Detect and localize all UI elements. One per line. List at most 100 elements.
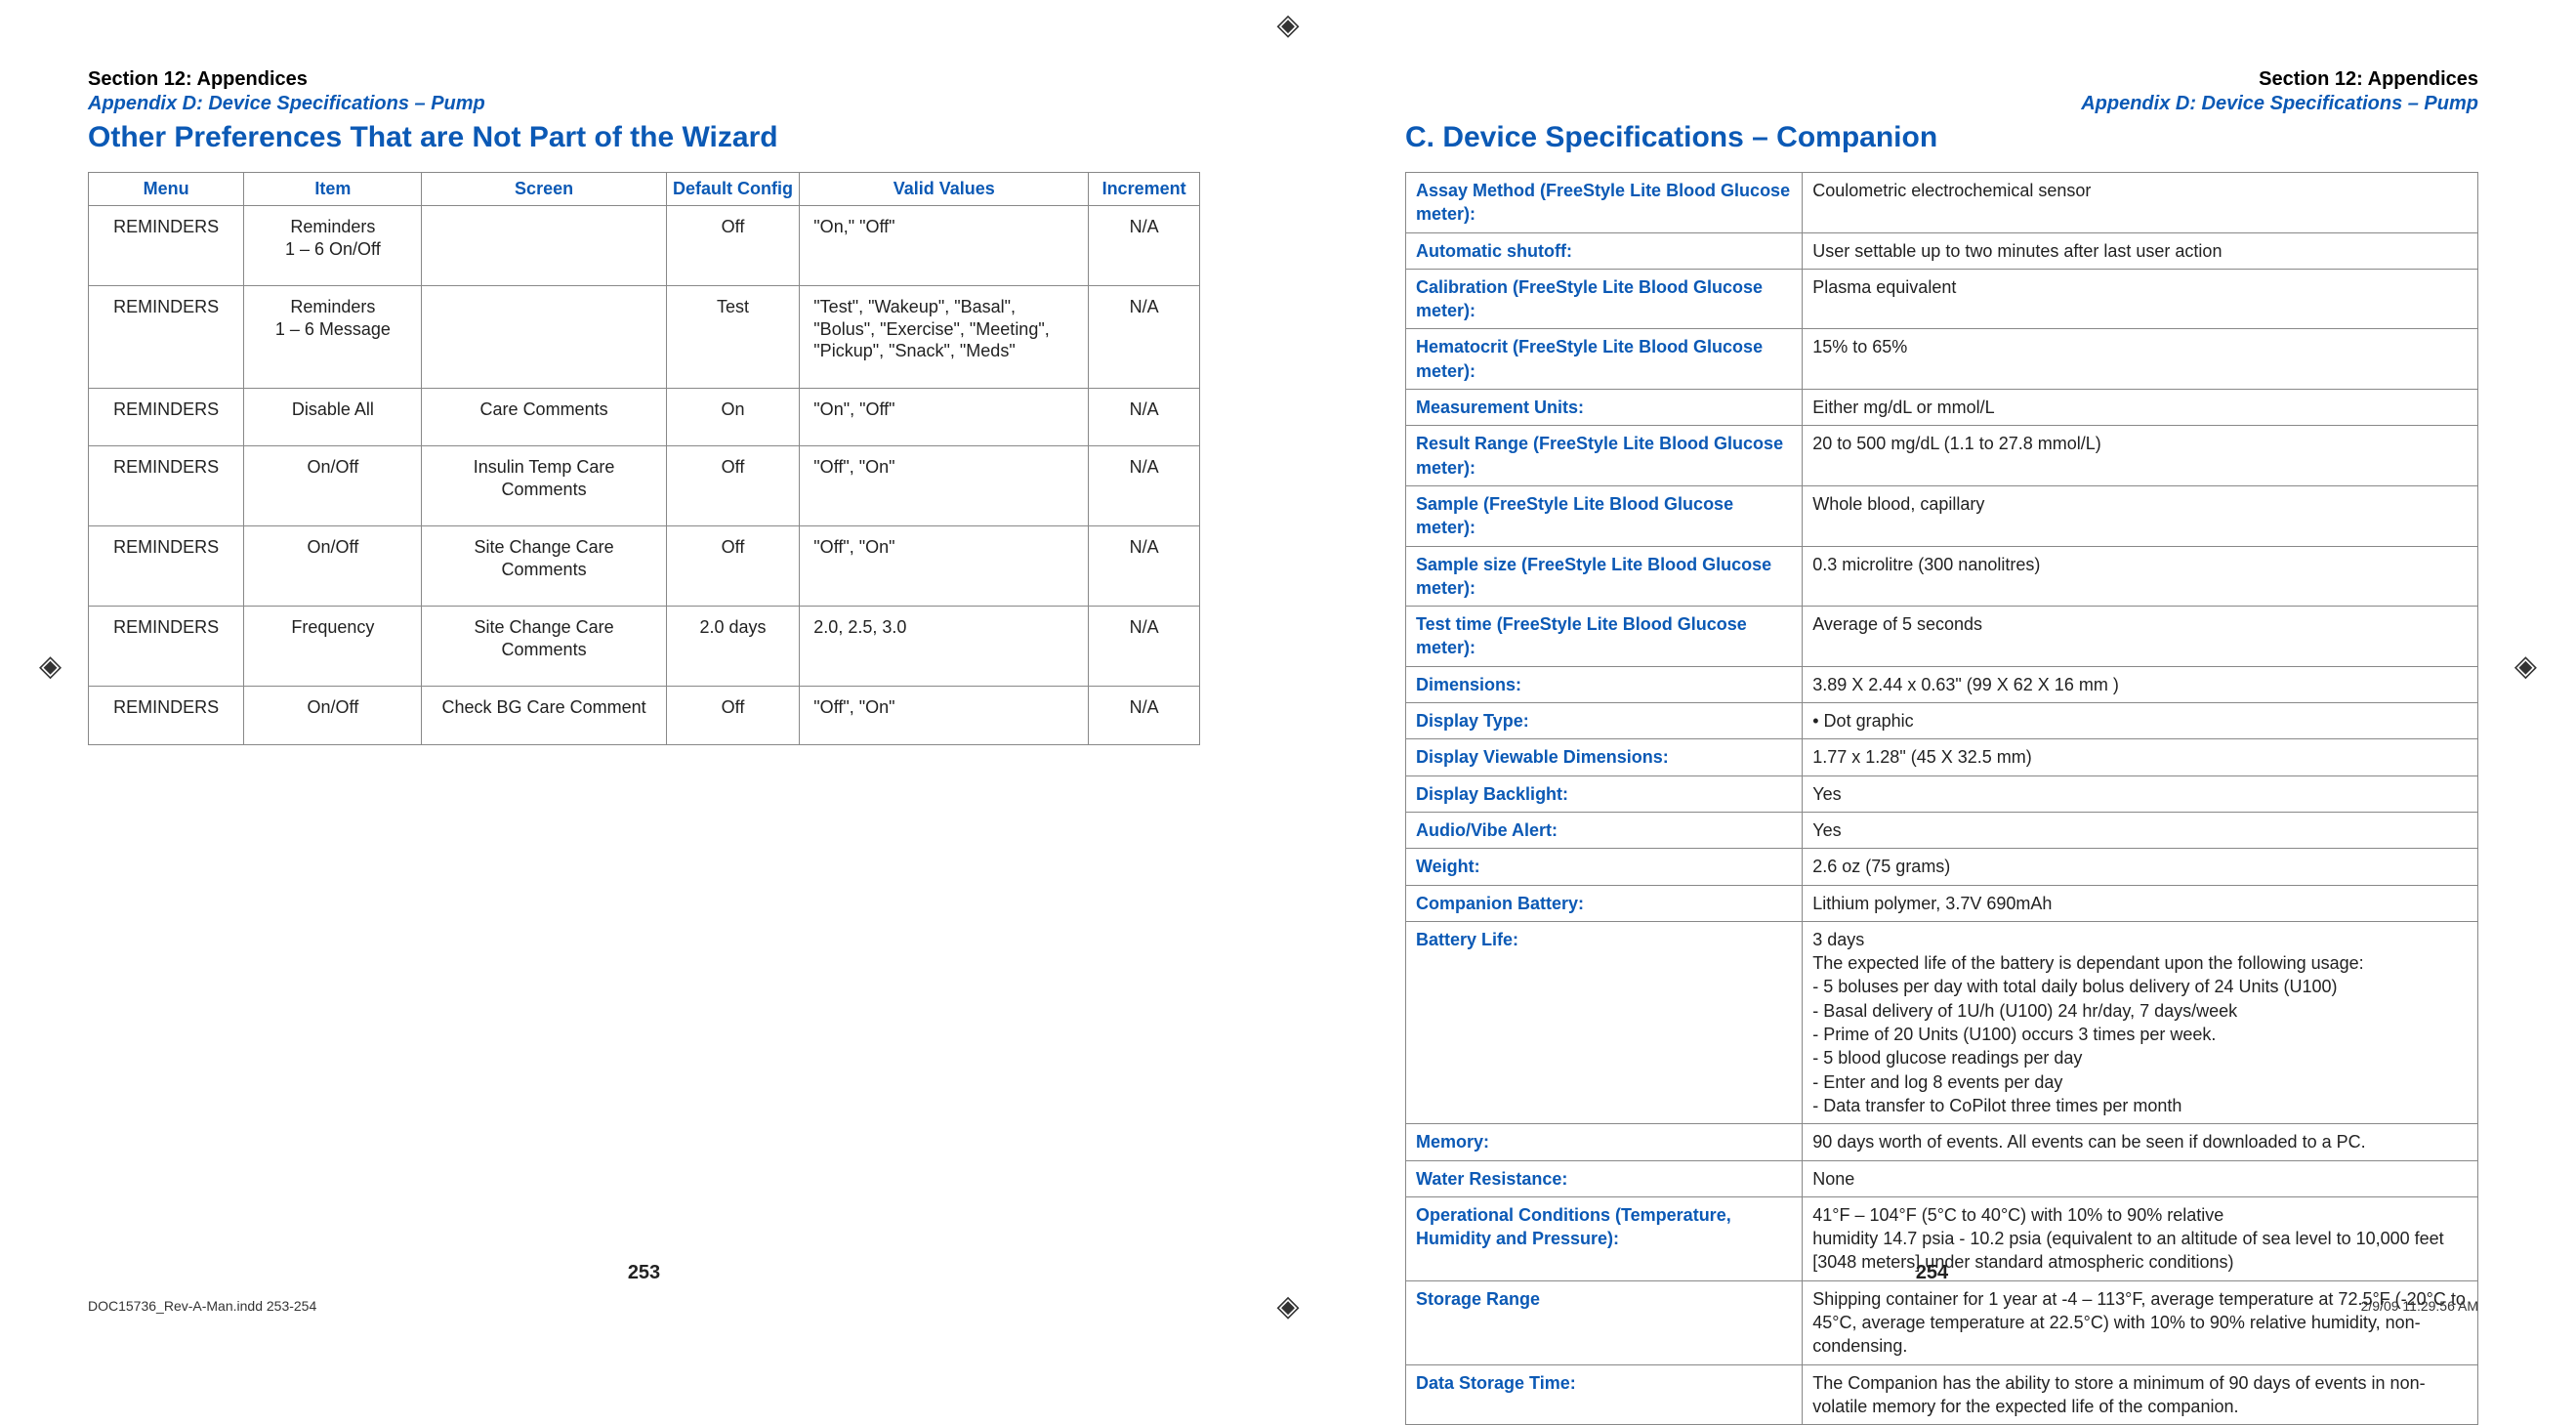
table-row: Dimensions:3.89 X 2.44 x 0.63" (99 X 62 … [1406, 666, 2478, 702]
table-row: Sample size (FreeStyle Lite Blood Glucos… [1406, 546, 2478, 607]
table-row: Measurement Units:Either mg/dL or mmol/L [1406, 390, 2478, 426]
spec-value: Lithium polymer, 3.7V 690mAh [1803, 885, 2478, 921]
table-cell: N/A [1089, 206, 1200, 286]
table-row: Display Backlight:Yes [1406, 775, 2478, 812]
spec-value: User settable up to two minutes after la… [1803, 232, 2478, 269]
appendix-heading: Appendix D: Device Specifications – Pump [1405, 93, 2478, 115]
table-column-header: Menu [89, 173, 244, 206]
footer-timestamp: 2/9/09 11:29:56 AM [2361, 1298, 2478, 1314]
page-spread: Section 12: Appendices Appendix D: Devic… [0, 0, 2576, 1331]
table-cell: "Off", "On" [800, 446, 1089, 526]
table-cell [422, 286, 666, 389]
spec-label: Companion Battery: [1406, 885, 1803, 921]
table-cell: On [666, 388, 800, 446]
spec-value: Shipping container for 1 year at -4 – 11… [1803, 1280, 2478, 1364]
table-column-header: Item [244, 173, 422, 206]
table-cell: "Off", "On" [800, 526, 1089, 607]
table-row: Data Storage Time:The Companion has the … [1406, 1364, 2478, 1425]
spec-value: Either mg/dL or mmol/L [1803, 390, 2478, 426]
spec-value: Plasma equivalent [1803, 269, 2478, 329]
table-cell: Off [666, 206, 800, 286]
table-cell: Site Change Care Comments [422, 526, 666, 607]
spec-label: Weight: [1406, 849, 1803, 885]
table-cell: Off [666, 446, 800, 526]
table-row: REMINDERSReminders1 – 6 On/OffOff"On," "… [89, 206, 1200, 286]
spec-value: Coulometric electrochemical sensor [1803, 173, 2478, 233]
table-cell: Reminders1 – 6 On/Off [244, 206, 422, 286]
table-row: Companion Battery:Lithium polymer, 3.7V … [1406, 885, 2478, 921]
table-cell: "On," "Off" [800, 206, 1089, 286]
spec-label: Water Resistance: [1406, 1160, 1803, 1196]
table-cell: N/A [1089, 446, 1200, 526]
table-row: REMINDERSFrequencySite Change Care Comme… [89, 607, 1200, 687]
spec-label: Audio/Vibe Alert: [1406, 812, 1803, 848]
page-number: 254 [1916, 1262, 1948, 1284]
spec-value: 90 days worth of events. All events can … [1803, 1124, 2478, 1160]
right-page: Section 12: Appendices Appendix D: Devic… [1288, 0, 2576, 1331]
table-cell: 2.0, 2.5, 3.0 [800, 607, 1089, 687]
spec-label: Calibration (FreeStyle Lite Blood Glucos… [1406, 269, 1803, 329]
table-cell: N/A [1089, 286, 1200, 389]
table-row: REMINDERSOn/OffSite Change Care Comments… [89, 526, 1200, 607]
table-row: Hematocrit (FreeStyle Lite Blood Glucose… [1406, 329, 2478, 390]
spec-value: Whole blood, capillary [1803, 485, 2478, 546]
spec-label: Display Type: [1406, 703, 1803, 739]
table-row: Water Resistance:None [1406, 1160, 2478, 1196]
spec-value: 20 to 500 mg/dL (1.1 to 27.8 mmol/L) [1803, 426, 2478, 486]
table-row: Storage RangeShipping container for 1 ye… [1406, 1280, 2478, 1364]
table-cell: Off [666, 526, 800, 607]
table-row: Display Viewable Dimensions:1.77 x 1.28"… [1406, 739, 2478, 775]
spec-label: Test time (FreeStyle Lite Blood Glucose … [1406, 607, 1803, 667]
table-cell: "Test", "Wakeup", "Basal", "Bolus", "Exe… [800, 286, 1089, 389]
table-cell: REMINDERS [89, 286, 244, 389]
spec-value: Yes [1803, 812, 2478, 848]
spec-label: Result Range (FreeStyle Lite Blood Gluco… [1406, 426, 1803, 486]
table-row: Calibration (FreeStyle Lite Blood Glucos… [1406, 269, 2478, 329]
table-row: Result Range (FreeStyle Lite Blood Gluco… [1406, 426, 2478, 486]
spec-label: Storage Range [1406, 1280, 1803, 1364]
table-cell: N/A [1089, 607, 1200, 687]
table-cell: REMINDERS [89, 607, 244, 687]
table-cell: Disable All [244, 388, 422, 446]
page-title: C. Device Specifications – Companion [1405, 121, 2478, 154]
spec-label: Display Backlight: [1406, 775, 1803, 812]
table-cell: REMINDERS [89, 388, 244, 446]
table-row: Battery Life:3 daysThe expected life of … [1406, 921, 2478, 1123]
spec-label: Memory: [1406, 1124, 1803, 1160]
table-cell: Care Comments [422, 388, 666, 446]
spec-label: Hematocrit (FreeStyle Lite Blood Glucose… [1406, 329, 1803, 390]
spec-value: None [1803, 1160, 2478, 1196]
spec-label: Assay Method (FreeStyle Lite Blood Gluco… [1406, 173, 1803, 233]
table-row: Weight:2.6 oz (75 grams) [1406, 849, 2478, 885]
spec-value: Yes [1803, 775, 2478, 812]
table-cell: N/A [1089, 687, 1200, 745]
table-cell: 2.0 days [666, 607, 800, 687]
spec-value: 2.6 oz (75 grams) [1803, 849, 2478, 885]
spec-value: 41°F – 104°F (5°C to 40°C) with 10% to 9… [1803, 1196, 2478, 1280]
spec-label: Operational Conditions (Temperature, Hum… [1406, 1196, 1803, 1280]
table-column-header: Screen [422, 173, 666, 206]
table-cell: REMINDERS [89, 526, 244, 607]
table-cell: Insulin Temp Care Comments [422, 446, 666, 526]
left-page: Section 12: Appendices Appendix D: Devic… [0, 0, 1288, 1331]
table-row: REMINDERSReminders1 – 6 MessageTest"Test… [89, 286, 1200, 389]
table-row: Automatic shutoff:User settable up to tw… [1406, 232, 2478, 269]
table-cell [422, 206, 666, 286]
table-cell: REMINDERS [89, 446, 244, 526]
table-cell: "Off", "On" [800, 687, 1089, 745]
table-cell: Reminders1 – 6 Message [244, 286, 422, 389]
section-heading: Section 12: Appendices [88, 68, 1200, 91]
table-row: Memory:90 days worth of events. All even… [1406, 1124, 2478, 1160]
spec-label: Battery Life: [1406, 921, 1803, 1123]
spec-value: 3 daysThe expected life of the battery i… [1803, 921, 2478, 1123]
table-cell: On/Off [244, 687, 422, 745]
table-cell: Frequency [244, 607, 422, 687]
table-header-row: MenuItemScreenDefault ConfigValid Values… [89, 173, 1200, 206]
table-cell: On/Off [244, 446, 422, 526]
footer-doc-id: DOC15736_Rev-A-Man.indd 253-254 [88, 1298, 316, 1314]
table-cell: "On", "Off" [800, 388, 1089, 446]
table-row: Assay Method (FreeStyle Lite Blood Gluco… [1406, 173, 2478, 233]
table-row: Display Type:• Dot graphic [1406, 703, 2478, 739]
table-row: Audio/Vibe Alert:Yes [1406, 812, 2478, 848]
table-column-header: Valid Values [800, 173, 1089, 206]
